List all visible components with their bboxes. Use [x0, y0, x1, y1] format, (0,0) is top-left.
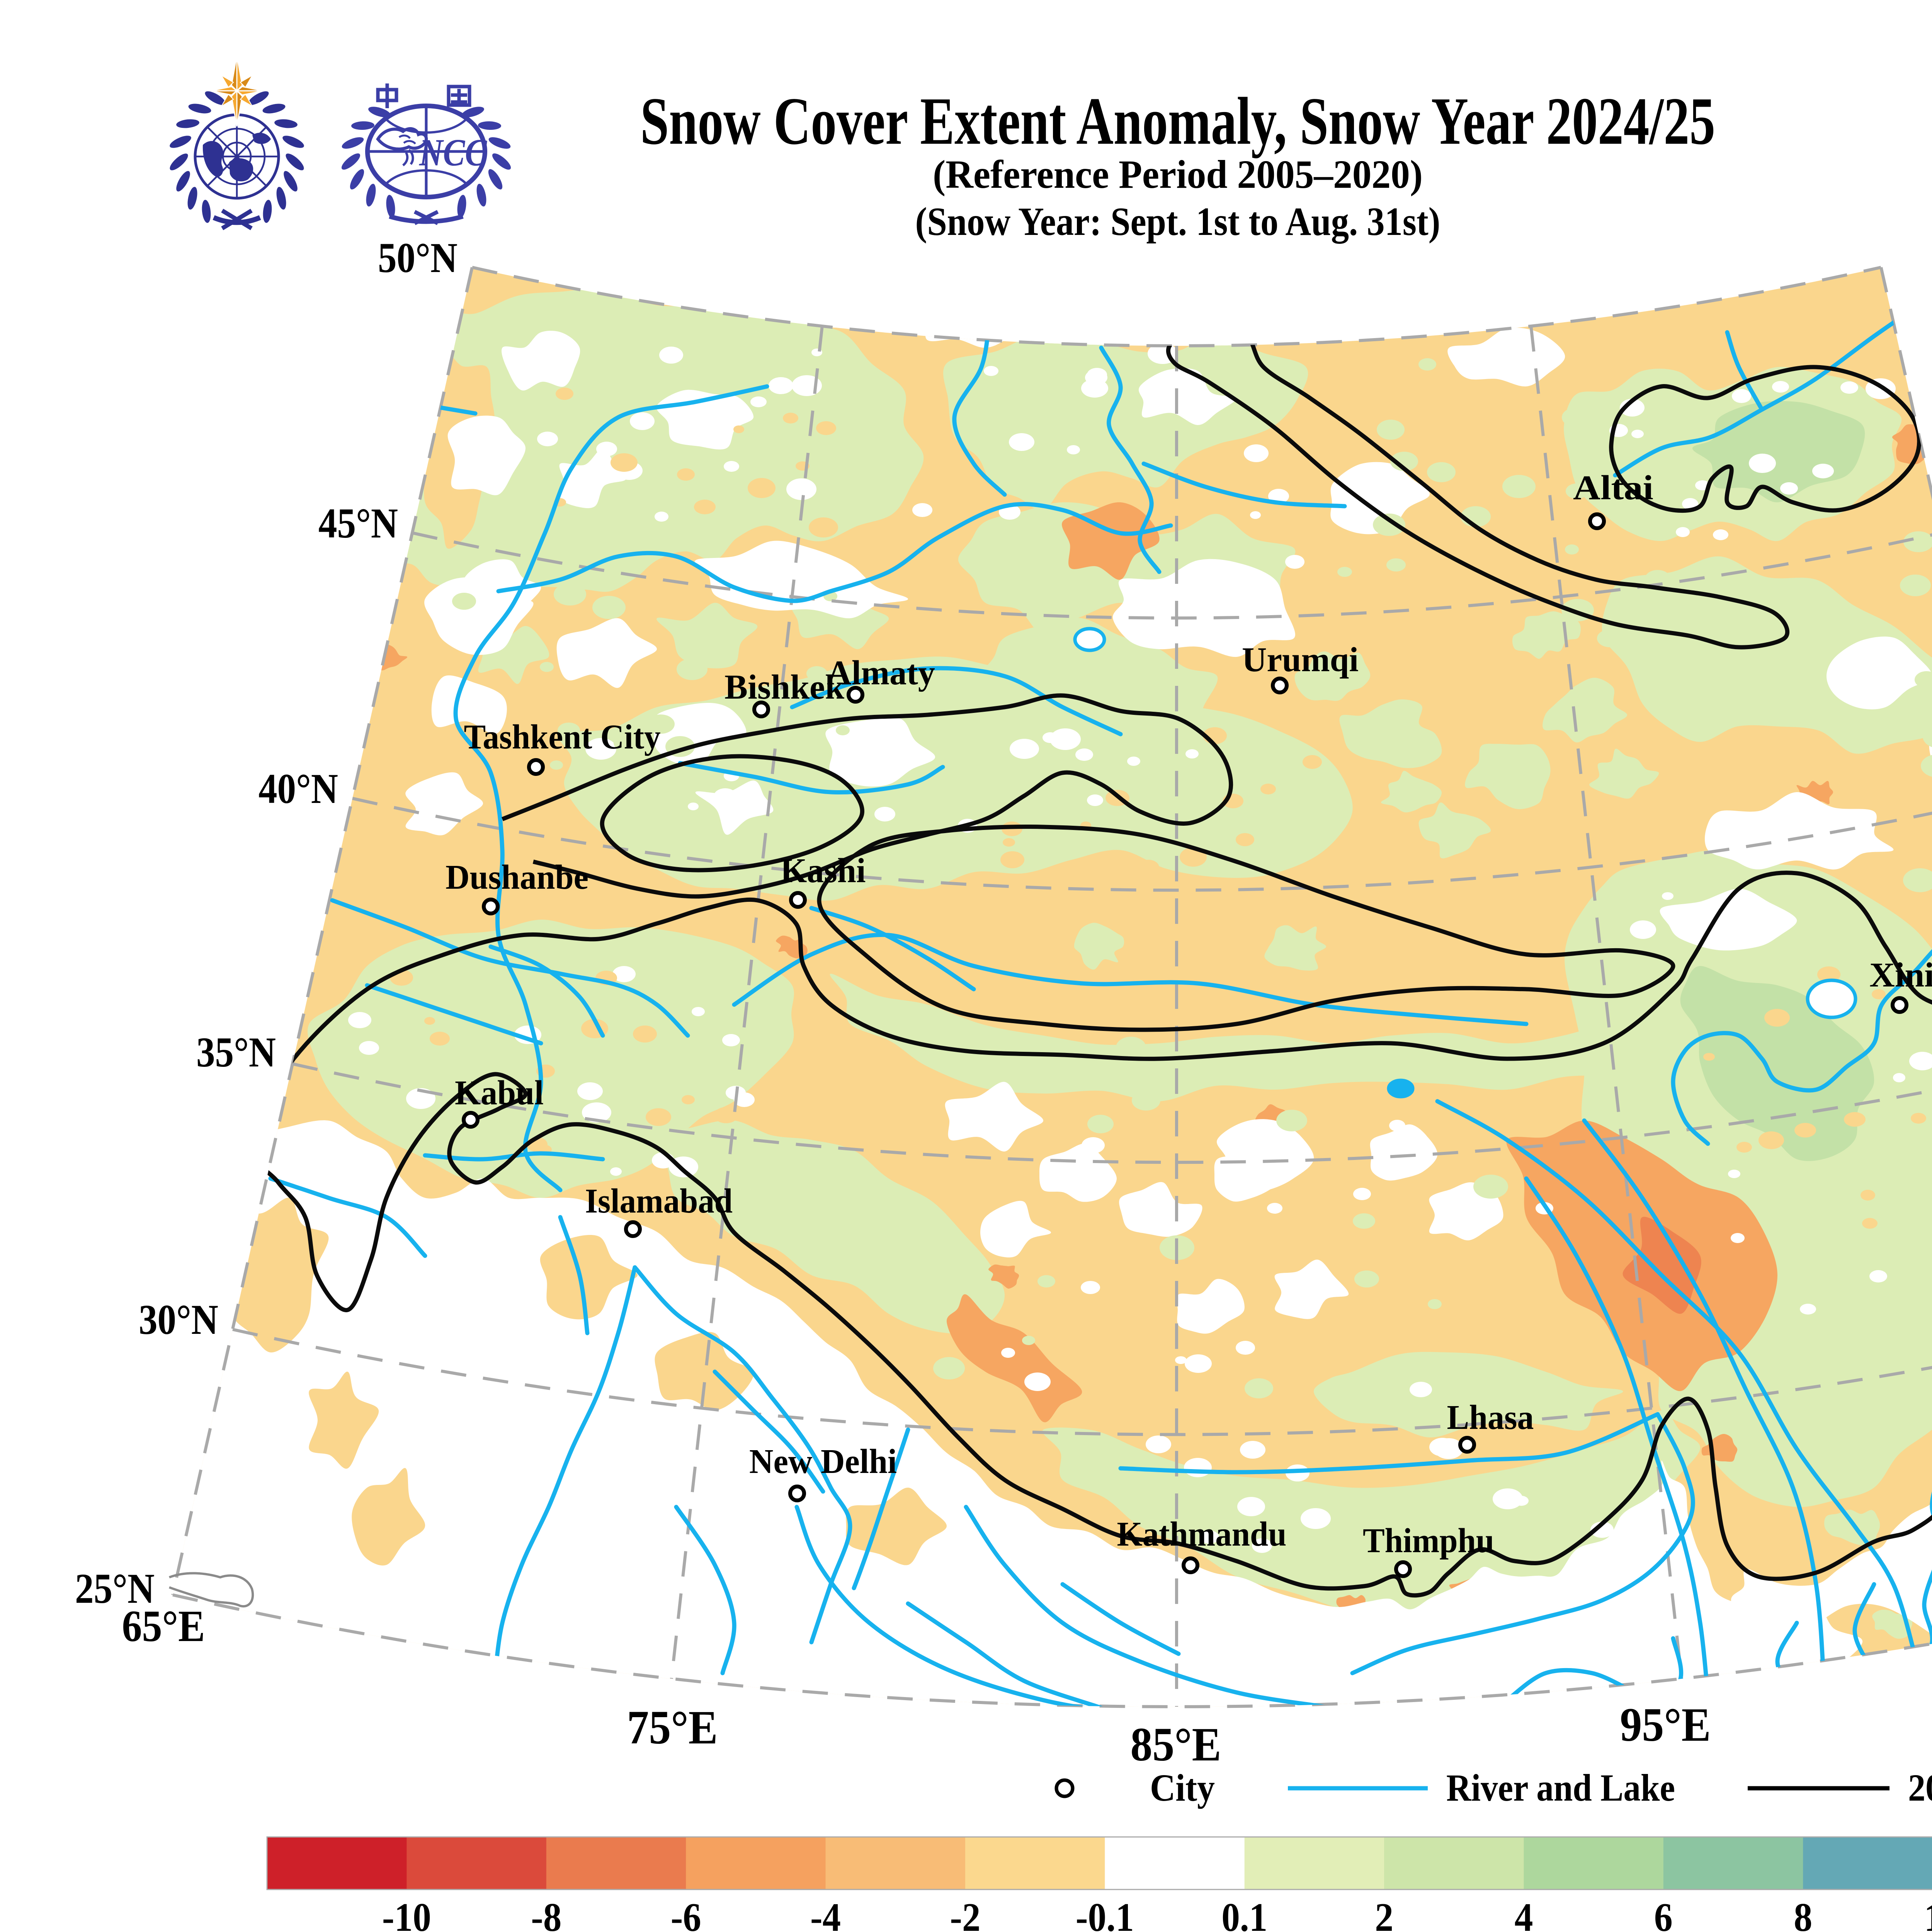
svg-text:Almaty: Almaty — [827, 654, 935, 692]
svg-text:Urumqi: Urumqi — [1242, 641, 1359, 679]
svg-text:2: 2 — [1375, 1895, 1393, 1932]
svg-text:2000m isoheight: 2000m isoheight — [1908, 1766, 1932, 1809]
svg-text:75°E: 75°E — [627, 1701, 718, 1754]
svg-text:65°E: 65°E — [122, 1602, 205, 1651]
svg-text:Islamabad: Islamabad — [585, 1182, 733, 1220]
svg-text:-0.1: -0.1 — [1076, 1895, 1134, 1932]
svg-text:Tashkent City: Tashkent City — [464, 718, 661, 756]
svg-text:(Snow Year: Sept. 1st to Aug.: (Snow Year: Sept. 1st to Aug. 31st) — [915, 199, 1440, 244]
svg-text:Kashi: Kashi — [781, 852, 866, 890]
svg-text:Snow Cover Extent Anomaly, Sno: Snow Cover Extent Anomaly, Snow Year 202… — [640, 83, 1715, 158]
svg-text:50°N: 50°N — [378, 234, 457, 281]
svg-text:4: 4 — [1515, 1895, 1533, 1932]
svg-text:-4: -4 — [810, 1895, 841, 1932]
svg-text:Xining: Xining — [1869, 956, 1932, 994]
svg-text:City: City — [1150, 1766, 1215, 1809]
svg-text:-10: -10 — [382, 1895, 431, 1932]
svg-text:40°N: 40°N — [259, 765, 338, 812]
svg-text:River and Lake: River and Lake — [1446, 1766, 1675, 1809]
svg-text:Lhasa: Lhasa — [1447, 1398, 1534, 1437]
svg-text:-6: -6 — [671, 1895, 701, 1932]
svg-text:8: 8 — [1794, 1895, 1812, 1932]
svg-text:Thimphu: Thimphu — [1363, 1522, 1494, 1560]
svg-text:Bishkek: Bishkek — [724, 668, 844, 706]
svg-text:10: 10 — [1924, 1895, 1932, 1932]
svg-text:Kathmandu: Kathmandu — [1117, 1515, 1287, 1553]
svg-text:30°N: 30°N — [139, 1296, 218, 1343]
svg-text:Altai: Altai — [1573, 469, 1653, 507]
svg-text:35°N: 35°N — [196, 1029, 276, 1076]
svg-text:-8: -8 — [531, 1895, 561, 1932]
svg-text:NCC: NCC — [419, 131, 487, 174]
svg-text:New Delhi: New Delhi — [749, 1442, 897, 1481]
svg-text:Dushanbe: Dushanbe — [446, 858, 588, 896]
svg-text:0.1: 0.1 — [1221, 1895, 1267, 1932]
svg-text:25°N: 25°N — [75, 1565, 155, 1612]
svg-text:6: 6 — [1654, 1895, 1673, 1932]
svg-text:(Reference Period 2005–2020): (Reference Period 2005–2020) — [933, 152, 1423, 197]
svg-text:85°E: 85°E — [1131, 1718, 1221, 1771]
svg-text:Kabul: Kabul — [455, 1074, 544, 1112]
svg-text:95°E: 95°E — [1620, 1698, 1711, 1751]
svg-text:-2: -2 — [950, 1895, 980, 1932]
svg-text:45°N: 45°N — [318, 500, 398, 547]
